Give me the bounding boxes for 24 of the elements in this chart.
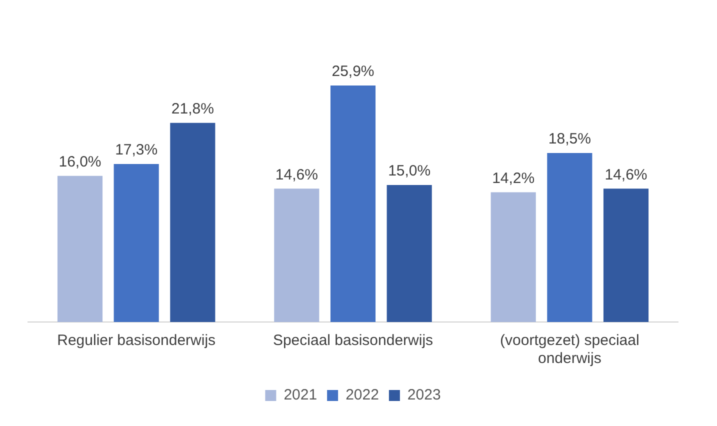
bar bbox=[547, 153, 592, 322]
data-label: 16,0% bbox=[58, 154, 102, 171]
data-label: 14,6% bbox=[604, 166, 648, 184]
bar bbox=[274, 188, 320, 322]
data-label: 14,2% bbox=[492, 170, 535, 187]
x-tick-label: Speciaal basisonderwijs bbox=[272, 332, 434, 350]
data-label: 14,6% bbox=[275, 166, 318, 184]
bar bbox=[603, 188, 649, 322]
bar bbox=[330, 85, 376, 322]
legend-label: 2021 bbox=[284, 386, 318, 404]
x-tick-label: Regulier basisonderwijs bbox=[57, 332, 216, 350]
legend-label: 2023 bbox=[407, 386, 441, 404]
bar bbox=[114, 164, 159, 322]
bar bbox=[57, 176, 103, 322]
data-label: 17,3% bbox=[115, 142, 158, 159]
x-tick-label: (voortgezet) speciaal onderwijs bbox=[500, 332, 640, 368]
bar bbox=[170, 122, 216, 322]
data-label: 21,8% bbox=[171, 100, 214, 118]
bar bbox=[490, 192, 536, 322]
legend-label: 2022 bbox=[346, 386, 379, 404]
bar bbox=[386, 185, 432, 322]
data-label: 18,5% bbox=[548, 130, 591, 148]
data-label: 25,9% bbox=[332, 63, 374, 80]
data-label: 15,0% bbox=[388, 162, 431, 180]
